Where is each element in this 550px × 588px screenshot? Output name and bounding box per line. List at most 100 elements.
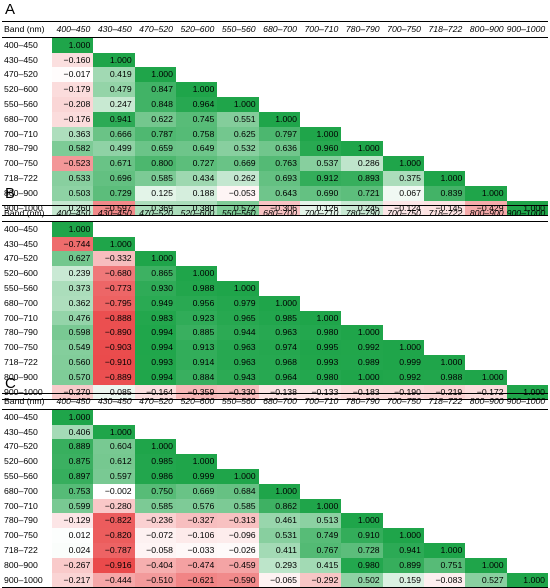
correlation-cell: 0.727 <box>175 156 218 171</box>
empty-cell <box>217 82 258 97</box>
correlation-cell: 1.000 <box>465 185 507 201</box>
correlation-cell: −0.160 <box>52 52 94 68</box>
correlation-cell: −0.744 <box>52 236 94 252</box>
correlation-cell: 0.434 <box>175 170 218 186</box>
empty-cell <box>300 251 341 266</box>
correlation-cell: 0.476 <box>52 310 94 326</box>
correlation-cell: −0.404 <box>134 557 176 573</box>
row-header: 520–600 <box>4 84 38 95</box>
empty-cell <box>383 409 424 424</box>
empty-cell <box>424 112 465 127</box>
correlation-cell: 1.000 <box>258 295 300 311</box>
empty-cell <box>300 425 341 440</box>
empty-cell <box>341 266 382 281</box>
column-header: 680–700 <box>258 393 300 410</box>
empty-cell <box>341 281 382 296</box>
empty-cell <box>259 439 300 454</box>
empty-cell <box>507 97 548 112</box>
correlation-cell: −0.017 <box>52 67 94 83</box>
empty-cell <box>300 281 341 296</box>
correlation-cell: 0.533 <box>52 170 94 186</box>
empty-cell <box>341 112 382 127</box>
matrix-row: 700–710 0.476 −0.888 0.983 0.923 0.965 0.985 1.… <box>2 310 548 326</box>
empty-cell <box>259 67 300 82</box>
correlation-cell: 0.787 <box>134 126 176 142</box>
row-header: 400–450 <box>4 39 38 50</box>
empty-cell <box>465 469 506 484</box>
empty-cell <box>341 499 382 514</box>
empty-cell <box>217 221 258 236</box>
empty-cell <box>341 37 382 52</box>
empty-cell <box>341 82 382 97</box>
correlation-cell: −0.590 <box>217 572 259 588</box>
correlation-cell: 1.000 <box>93 52 135 68</box>
correlation-cell: 0.994 <box>134 369 176 385</box>
empty-cell <box>465 543 506 558</box>
correlation-cell: −0.787 <box>93 542 135 558</box>
matrix-row: 800–900 −0.267 −0.916 −0.404 −0.474 −0.459 0.2… <box>2 557 548 573</box>
correlation-cell: 0.910 <box>341 528 383 543</box>
empty-cell <box>465 340 506 355</box>
correlation-cell: 0.499 <box>93 141 135 157</box>
column-header: 400–450 <box>52 21 94 38</box>
panel-c: C Band (nm) 400–450 430–450 470–520 520–600 5… <box>0 372 550 588</box>
correlation-cell: 1.000 <box>423 354 466 370</box>
correlation-cell: 0.560 <box>52 354 94 370</box>
corner-label: Band (nm) <box>2 21 52 38</box>
empty-cell <box>465 251 506 266</box>
row-header: 700–750 <box>4 158 38 169</box>
correlation-cell: 1.000 <box>52 37 94 53</box>
row-header: 718–722 <box>4 544 38 555</box>
empty-cell <box>465 156 506 171</box>
empty-cell <box>507 355 548 370</box>
correlation-cell: 0.767 <box>299 542 342 558</box>
correlation-cell: 1.000 <box>299 310 342 326</box>
empty-cell <box>217 425 258 440</box>
correlation-cell: −0.523 <box>52 156 94 171</box>
matrix-row: 680–700 0.753 −0.002 0.750 0.669 0.684 1.000 <box>2 483 548 499</box>
matrix-row: 680–700 −0.176 0.941 0.622 0.745 0.551 1.000 <box>2 111 548 127</box>
correlation-cell: −0.332 <box>93 251 135 267</box>
empty-cell <box>176 67 217 82</box>
correlation-cell: 1.000 <box>341 141 383 157</box>
correlation-cell: 0.188 <box>175 185 218 201</box>
correlation-cell: 0.693 <box>258 170 300 186</box>
empty-cell <box>217 237 258 252</box>
panel-c-label: C <box>5 375 16 392</box>
empty-cell <box>507 156 548 171</box>
empty-cell <box>341 469 382 484</box>
empty-cell <box>465 499 506 514</box>
correlation-cell: 1.000 <box>134 439 176 455</box>
empty-cell <box>424 53 465 68</box>
correlation-cell: 0.729 <box>93 185 135 201</box>
correlation-cell: −0.217 <box>52 572 94 588</box>
empty-cell <box>383 266 424 281</box>
empty-cell <box>383 513 424 528</box>
empty-cell <box>424 237 465 252</box>
correlation-cell: −0.292 <box>299 572 342 588</box>
correlation-cell: 1.000 <box>341 325 383 341</box>
correlation-cell: −0.313 <box>217 513 259 529</box>
correlation-cell: −0.267 <box>52 557 94 573</box>
panel-b-label: B <box>5 185 16 202</box>
column-header: 550–560 <box>217 21 259 38</box>
correlation-cell: 0.884 <box>175 369 218 385</box>
empty-cell <box>424 266 465 281</box>
empty-cell <box>424 37 465 52</box>
empty-cell <box>507 454 548 469</box>
correlation-cell: 0.363 <box>52 126 94 142</box>
correlation-cell: 0.669 <box>175 483 218 499</box>
empty-cell <box>507 37 548 52</box>
correlation-cell: 0.745 <box>175 111 218 127</box>
empty-cell <box>259 409 300 424</box>
empty-cell <box>259 281 300 296</box>
row-header: 680–700 <box>4 297 38 308</box>
empty-cell <box>217 409 258 424</box>
row-header: 780–790 <box>4 327 38 338</box>
empty-cell <box>217 266 258 281</box>
correlation-cell: 0.992 <box>341 340 383 355</box>
correlation-cell: 0.585 <box>134 170 176 186</box>
correlation-cell: 0.989 <box>341 354 383 370</box>
correlation-cell: −0.176 <box>52 111 94 127</box>
correlation-cell: 0.865 <box>134 266 176 281</box>
